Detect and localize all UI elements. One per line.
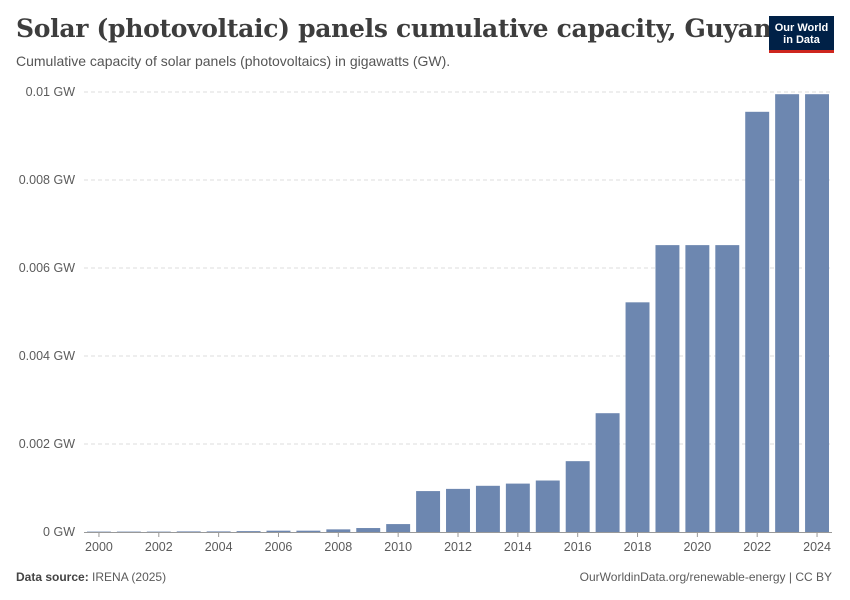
bar-2006[interactable] xyxy=(266,530,291,532)
data-source-label: Data source: xyxy=(16,570,89,584)
x-tick-label: 2008 xyxy=(324,540,352,554)
bar-2016[interactable] xyxy=(565,461,590,532)
chart-title: Solar (photovoltaic) panels cumulative c… xyxy=(16,14,788,43)
x-tick-label: 2012 xyxy=(444,540,472,554)
bar-2010[interactable] xyxy=(386,524,411,532)
logo-accent-bar xyxy=(769,50,834,53)
owid-logo[interactable]: Our World in Data xyxy=(769,16,834,52)
data-source: Data source: IRENA (2025) xyxy=(16,570,166,584)
bar-2015[interactable] xyxy=(535,480,560,532)
bar-2017[interactable] xyxy=(595,413,620,532)
x-tick-label: 2004 xyxy=(205,540,233,554)
bar-2007[interactable] xyxy=(296,530,321,532)
y-tick-label: 0.01 GW xyxy=(26,85,76,99)
bar-2021[interactable] xyxy=(715,245,740,532)
bar-2005[interactable] xyxy=(236,531,261,532)
bar-2019[interactable] xyxy=(655,245,680,532)
bar-2014[interactable] xyxy=(505,483,530,532)
y-tick-label: 0.008 GW xyxy=(19,173,75,187)
bar-2023[interactable] xyxy=(775,94,800,532)
footer-link[interactable]: OurWorldinData.org/renewable-energy | CC… xyxy=(579,570,832,584)
y-tick-label: 0.004 GW xyxy=(19,349,75,363)
x-tick-label: 2014 xyxy=(504,540,532,554)
bar-2009[interactable] xyxy=(356,528,381,532)
y-tick-label: 0.002 GW xyxy=(19,437,75,451)
x-tick-label: 2018 xyxy=(624,540,652,554)
bar-2013[interactable] xyxy=(475,485,500,532)
x-tick-label: 2024 xyxy=(803,540,831,554)
x-tick-label: 2000 xyxy=(85,540,113,554)
bar-2020[interactable] xyxy=(685,245,710,532)
bar-2024[interactable] xyxy=(805,94,830,532)
x-tick-label: 2020 xyxy=(683,540,711,554)
x-tick-label: 2010 xyxy=(384,540,412,554)
x-tick-label: 2002 xyxy=(145,540,173,554)
y-tick-label: 0.006 GW xyxy=(19,261,75,275)
y-tick-label: 0 GW xyxy=(43,525,75,539)
bar-2008[interactable] xyxy=(326,529,351,532)
x-tick-label: 2016 xyxy=(564,540,592,554)
logo-line-2: in Data xyxy=(783,34,820,46)
logo-line-1: Our World xyxy=(774,22,829,34)
x-tick-label: 2022 xyxy=(743,540,771,554)
bar-2003[interactable] xyxy=(176,531,201,532)
bar-2022[interactable] xyxy=(745,111,770,533)
bar-2012[interactable] xyxy=(446,488,470,532)
bar-2004[interactable] xyxy=(206,531,231,532)
x-tick-label: 2006 xyxy=(265,540,293,554)
data-source-value[interactable]: IRENA (2025) xyxy=(92,570,167,584)
bar-2018[interactable] xyxy=(625,302,650,532)
chart-subtitle: Cumulative capacity of solar panels (pho… xyxy=(16,53,451,69)
bar-2011[interactable] xyxy=(416,491,441,532)
